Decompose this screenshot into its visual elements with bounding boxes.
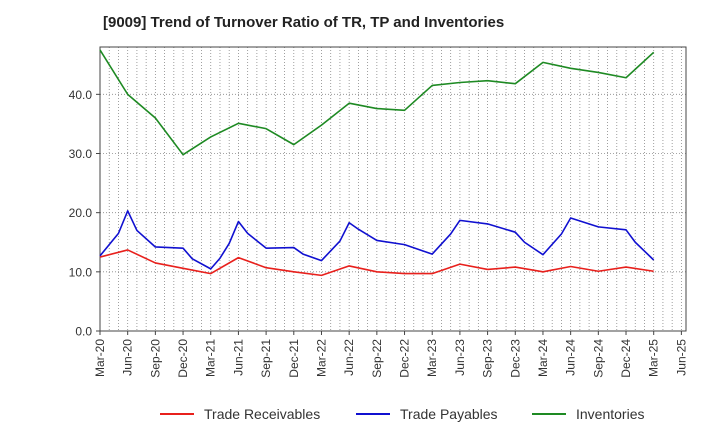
y-tick-label: 10.0 <box>69 265 93 279</box>
x-tick-label: Jun-23 <box>453 339 467 376</box>
x-tick-label: Jun-20 <box>121 339 135 376</box>
x-tick-label: Sep-23 <box>481 339 495 378</box>
x-tick-label: Dec-23 <box>508 339 522 378</box>
x-tick-label: Mar-24 <box>536 339 550 377</box>
x-tick-label: Mar-20 <box>93 339 107 377</box>
y-tick-label: 0.0 <box>75 325 92 339</box>
legend-label: Trade Payables <box>400 406 498 422</box>
x-tick-label: Dec-22 <box>398 339 412 378</box>
legend-label: Inventories <box>576 406 644 422</box>
x-tick-label: Mar-21 <box>204 339 218 377</box>
x-tick-label: Dec-21 <box>287 339 301 378</box>
y-tick-label: 30.0 <box>69 147 93 161</box>
x-tick-label: Dec-20 <box>176 339 190 378</box>
legend: Trade Receivables Trade Payables Inventori… <box>160 406 644 422</box>
x-tick-label: Sep-22 <box>370 339 384 378</box>
y-tick-label: 40.0 <box>69 88 93 102</box>
x-tick-label: Sep-20 <box>148 339 162 378</box>
x-tick-label: Sep-24 <box>591 339 605 378</box>
x-tick-label: Mar-22 <box>314 339 328 377</box>
x-tick-label: Jun-25 <box>674 339 688 376</box>
x-axis: Mar-20 Jun-20 Sep-20 Dec-20 Mar-21 Jun-21 Sep-… <box>93 331 688 378</box>
legend-label: Trade Receivables <box>204 406 320 422</box>
x-tick-label: Sep-21 <box>259 339 273 378</box>
y-axis: 0.0 10.0 20.0 30.0 40.0 <box>69 88 100 339</box>
x-tick-label: Dec-24 <box>619 339 633 378</box>
x-tick-label: Jun-24 <box>564 339 578 376</box>
y-tick-label: 20.0 <box>69 206 93 220</box>
grid-layer <box>100 47 686 331</box>
x-tick-label: Mar-25 <box>647 339 661 377</box>
series-line-trade-receivables <box>100 250 654 275</box>
x-tick-label: Jun-21 <box>231 339 245 376</box>
x-tick-label: Jun-22 <box>342 339 356 376</box>
x-tick-label: Mar-23 <box>425 339 439 377</box>
